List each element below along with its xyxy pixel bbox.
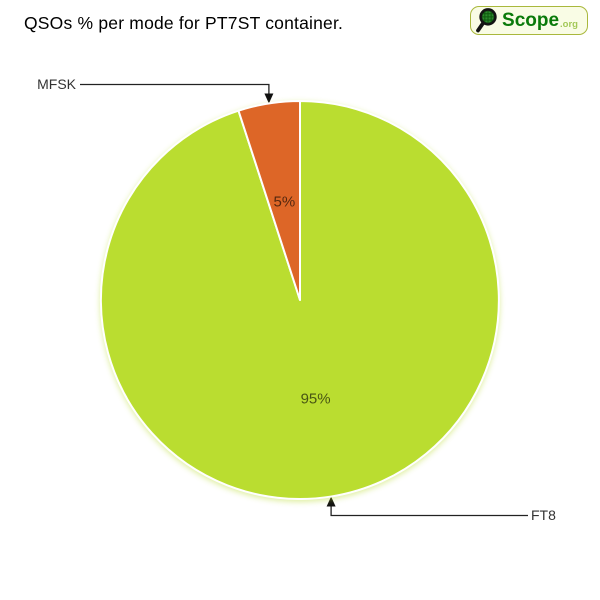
chart-title: QSOs % per mode for PT7ST container. bbox=[24, 13, 344, 33]
magnifier-globe-icon bbox=[474, 6, 502, 35]
callout-line-ft8 bbox=[330, 504, 528, 517]
pie-slice-mfsk[interactable] bbox=[237, 99, 301, 301]
pie-data-labels: 95% 5% bbox=[274, 194, 331, 408]
pie-data-label-mfsk: 5% bbox=[274, 194, 296, 211]
logo-text: Scope bbox=[502, 10, 560, 31]
logo-suffix-text: .org bbox=[560, 18, 578, 30]
pie-slices bbox=[99, 99, 500, 500]
callout-connectors bbox=[80, 83, 528, 517]
callout-line-mfsk bbox=[80, 83, 270, 96]
callout-label-ft8: FT8 bbox=[531, 507, 556, 523]
callout-label-mfsk: MFSK bbox=[37, 76, 76, 92]
pie-data-label-ft8: 95% bbox=[301, 390, 331, 407]
qscope-logo[interactable]: Scope .org bbox=[470, 6, 588, 35]
callout-arrowhead-ft8-icon bbox=[326, 496, 336, 507]
callout-arrowhead-mfsk-icon bbox=[264, 93, 274, 104]
